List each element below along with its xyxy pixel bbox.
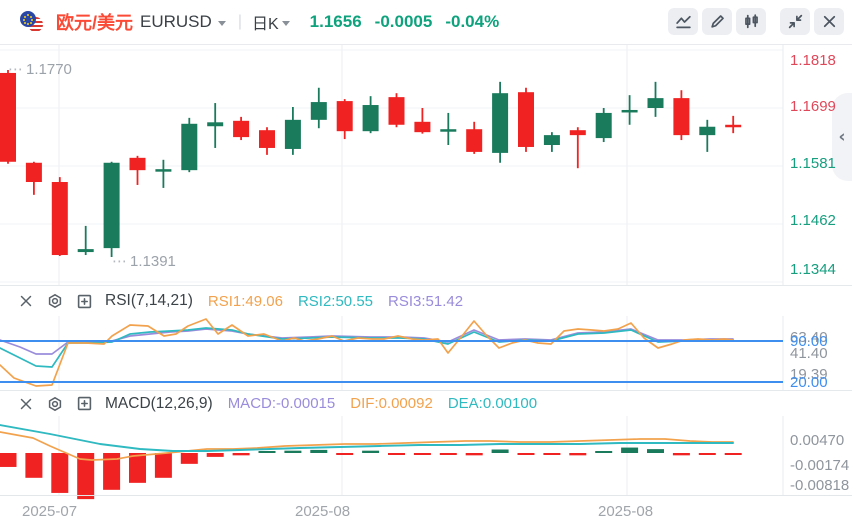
main-chart-pane: 1.17701.1391 ‹ 1.18181.16991.15811.14621… [0, 45, 852, 285]
last-price: 1.1656 [309, 12, 362, 31]
macd-chart-svg[interactable] [0, 416, 852, 500]
dif-readout: DIF:0.00092 [350, 395, 433, 412]
price-annotation: 1.1770 [8, 60, 72, 78]
macd-remove-button[interactable] [16, 394, 36, 414]
plus-square-icon [77, 396, 91, 411]
draw-button[interactable] [702, 8, 732, 35]
time-axis-label: 2025-07 [22, 503, 78, 520]
chart-header: 欧元/美元 EURUSD | 日K 1.1656 -0.0005 -0.04% [0, 0, 852, 45]
macd-readout: MACD:-0.00015 [227, 395, 336, 412]
rsi-remove-button[interactable] [16, 291, 36, 311]
price-change: -0.0005 [374, 12, 433, 31]
rsi3-readout: RSI3:51.42 [388, 292, 464, 310]
rsi-pane: RSI(7,14,21) RSI1:49.06 RSI2:50.55 RSI3:… [0, 285, 852, 391]
collapse-arrows-icon [788, 14, 802, 29]
quote-block: 1.1656 -0.0005 -0.04% [310, 12, 500, 32]
timeframe-selector[interactable]: 日K [251, 16, 279, 33]
time-axis-label: 2025-08 [295, 503, 351, 520]
price-change-percent: -0.04% [445, 12, 500, 31]
macd-pane: MACD(12,26,9) MACD:-0.00015 DIF:0.00092 … [0, 390, 852, 500]
pair-name-cn: 欧元/美元 [56, 13, 134, 33]
rsi-header: RSI(7,14,21) RSI1:49.06 RSI2:50.55 RSI3:… [0, 286, 852, 316]
rsi-chart-svg[interactable] [0, 316, 852, 391]
candles-icon [744, 14, 758, 29]
plus-square-icon [77, 294, 91, 308]
indicator-line-button[interactable] [668, 8, 698, 35]
close-icon [823, 15, 835, 28]
close-icon [20, 295, 32, 307]
macd-title: MACD(12,26,9) [105, 394, 213, 412]
rsi1-readout: RSI1:49.06 [207, 292, 283, 310]
pencil-icon [710, 15, 724, 28]
timeframe-caret-icon[interactable] [281, 20, 290, 26]
time-axis[interactable]: 2025-07 2025-08 2025-08 [0, 495, 852, 528]
time-axis-label: 2025-08 [598, 503, 654, 520]
macd-settings-button[interactable] [45, 394, 65, 414]
macd-add-button[interactable] [74, 394, 94, 414]
collapse-chart-button[interactable] [780, 8, 810, 35]
rsi-add-button[interactable] [74, 291, 94, 311]
rsi2-readout: RSI2:50.55 [297, 292, 374, 310]
candle-style-button[interactable] [736, 8, 766, 35]
divider: | [237, 13, 242, 30]
gear-icon [48, 396, 62, 411]
trend-line-icon [675, 15, 691, 29]
dea-readout: DEA:0.00100 [447, 395, 538, 412]
main-chart-svg[interactable] [0, 45, 852, 285]
gear-icon [48, 293, 62, 309]
eur-usd-flag-icon [18, 9, 48, 35]
chart-toolbar [668, 8, 844, 35]
pair-code[interactable]: EURUSD [140, 12, 212, 31]
close-icon [20, 398, 32, 409]
axis-collapse-tab[interactable]: ‹ [832, 93, 852, 181]
pair-dropdown-caret-icon[interactable] [217, 20, 226, 26]
rsi-title: RSI(7,14,21) [105, 292, 193, 309]
price-annotation: 1.1391 [112, 252, 176, 270]
macd-header: MACD(12,26,9) MACD:-0.00015 DIF:0.00092 … [0, 391, 852, 416]
close-chart-button[interactable] [814, 8, 844, 35]
chevron-left-icon: ‹ [838, 127, 846, 147]
rsi-settings-button[interactable] [45, 291, 65, 311]
